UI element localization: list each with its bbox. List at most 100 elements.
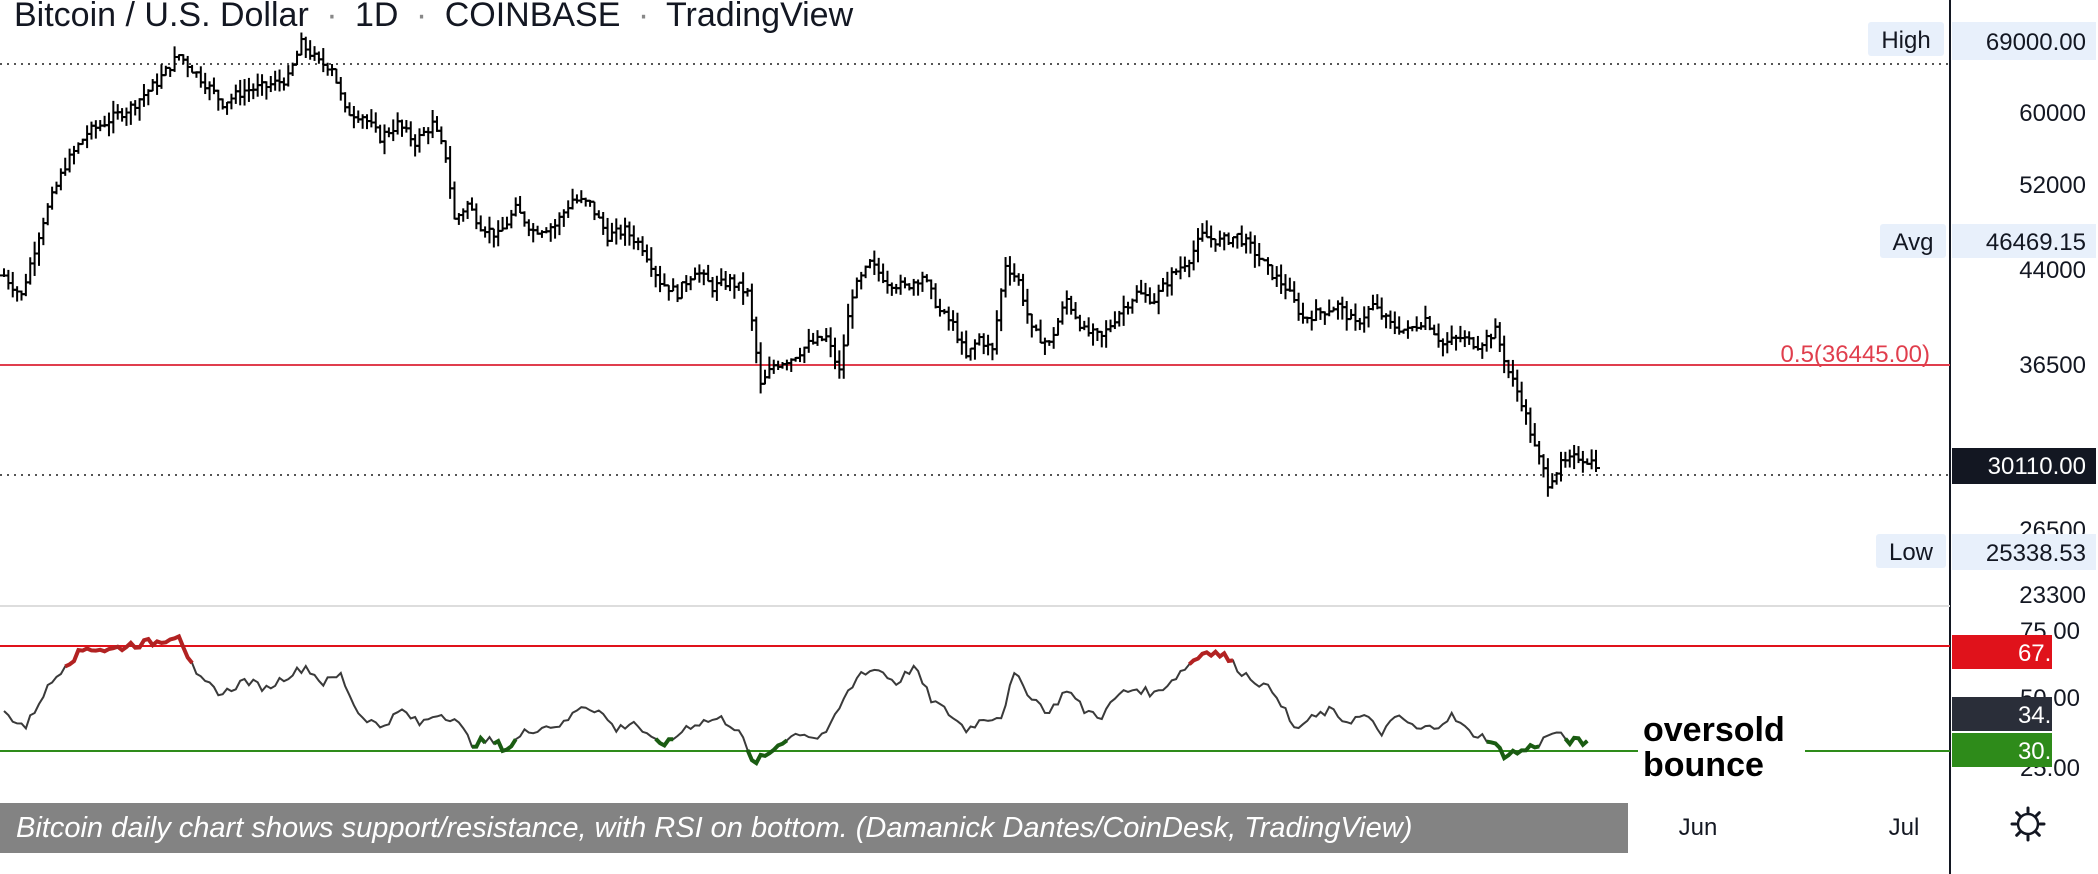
ohlc-bar [1141, 282, 1150, 303]
ohlc-bar [651, 265, 660, 288]
ohlc-bar [1207, 225, 1216, 248]
ohlc-bar [91, 120, 100, 139]
ohlc-bar [39, 217, 48, 246]
ohlc-bar [1137, 279, 1146, 295]
ohlc-bar [153, 73, 162, 95]
ohlc-bar [546, 223, 555, 242]
ohlc-bar [1242, 233, 1251, 254]
ohlc-bar [402, 120, 411, 133]
ohlc-bar [699, 269, 708, 286]
ohlc-bar [516, 195, 525, 214]
rsi-oversold-segment [471, 734, 487, 749]
ohlc-bar [1539, 454, 1548, 478]
rsi-overbought-segment [1187, 649, 1234, 666]
ohlc-bar [704, 264, 713, 283]
rsi-overbought-badge: 67.99 [1952, 635, 2078, 669]
ohlc-bar [494, 220, 503, 247]
ohlc-bar [717, 268, 726, 287]
price-tick-label: 36500 [2019, 352, 2086, 379]
ohlc-bar [511, 197, 520, 217]
ohlc-bar [874, 257, 883, 282]
ohlc-bar [931, 283, 940, 309]
ohlc-bar [1027, 313, 1036, 338]
ohlc-bar [354, 110, 363, 123]
ohlc-bar [65, 148, 74, 173]
time-axis-label: Jul [1889, 814, 1920, 841]
rsi-series-line [3, 635, 1588, 765]
ohlc-bar [935, 298, 944, 317]
ohlc-bar [441, 140, 450, 163]
ohlc-bar [577, 190, 586, 204]
ohlc-bar [1023, 288, 1032, 324]
high-tag: High 69000.00 [1868, 22, 2096, 60]
ohlc-bar [69, 145, 78, 165]
ohlc-bar [634, 237, 643, 251]
ohlc-bar [769, 359, 778, 374]
price-axis: 69000 60000 52000 44000 36500 26500 2330… [2019, 28, 2086, 609]
ohlc-bar [1250, 235, 1259, 268]
ohlc-bar [1456, 325, 1465, 343]
ohlc-bar [424, 127, 433, 145]
ohlc-bar [1508, 359, 1517, 387]
ohlc-bar [166, 66, 175, 77]
ohlc-bar [236, 79, 245, 106]
ohlc-bar [1530, 423, 1539, 447]
high-tag-label: High [1881, 27, 1930, 54]
ohlc-bar [1460, 330, 1469, 348]
ohlc-bar [275, 69, 284, 92]
ohlc-bar [839, 334, 848, 379]
ohlc-bar [656, 265, 665, 293]
ohlc-bar [56, 168, 65, 191]
ohlc-bar [332, 68, 341, 84]
ohlc-bar [944, 306, 953, 331]
gear-icon[interactable] [2010, 806, 2046, 842]
ohlc-bar [148, 79, 157, 92]
ohlc-bar [625, 221, 634, 246]
ohlc-bar [1277, 264, 1286, 294]
ohlc-bar [616, 224, 625, 240]
ohlc-bar [227, 93, 236, 110]
ohlc-bar [1504, 359, 1513, 379]
price-tick-label: 44000 [2019, 257, 2086, 284]
ohlc-bar [367, 109, 376, 128]
chart-title: Bitcoin / U.S. Dollar · 1D · COINBASE · … [14, 0, 854, 34]
avg-tag-label: Avg [1893, 229, 1934, 256]
ohlc-bar [1202, 220, 1211, 239]
rsi-current-badge: 34.06 [1952, 697, 2078, 731]
ohlc-bar [1495, 322, 1504, 353]
ohlc-bar [1513, 369, 1522, 402]
ohlc-bar [739, 272, 748, 305]
ohlc-bar [1119, 295, 1128, 326]
price-bars [0, 32, 1600, 497]
rsi-oversold-segment [492, 738, 518, 754]
ohlc-bar [1040, 337, 1049, 355]
ohlc-bar [231, 84, 240, 104]
ohlc-bar [1163, 271, 1172, 297]
rsi-line [3, 633, 1589, 766]
ohlc-bar [507, 209, 516, 229]
ohlc-bar [975, 333, 984, 346]
price-tick-label: 23300 [2019, 582, 2086, 609]
ohlc-bar [1255, 243, 1264, 267]
ohlc-bar [564, 200, 573, 218]
ohlc-bar [319, 48, 328, 73]
ohlc-bar [905, 283, 914, 291]
ohlc-bar [1180, 256, 1189, 272]
ohlc-bar [612, 218, 621, 245]
ohlc-bar [223, 101, 232, 115]
ohlc-bar [870, 250, 879, 275]
ohlc-bar [520, 211, 529, 227]
ohlc-bar [376, 124, 385, 144]
ohlc-bar [603, 217, 612, 247]
exchange-label: COINBASE [445, 0, 621, 34]
oversold-bounce-annotation: oversold bounce [1643, 711, 1794, 784]
current-price-value: 30110.00 [1988, 453, 2086, 480]
ohlc-bar [104, 112, 113, 137]
ohlc-bar [258, 74, 267, 96]
source-label: TradingView [666, 0, 854, 34]
ohlc-bar [524, 219, 533, 237]
ohlc-bar [1194, 228, 1202, 263]
ohlc-bar [188, 64, 197, 74]
ohlc-bar [822, 328, 831, 343]
ohlc-bar [800, 346, 809, 364]
